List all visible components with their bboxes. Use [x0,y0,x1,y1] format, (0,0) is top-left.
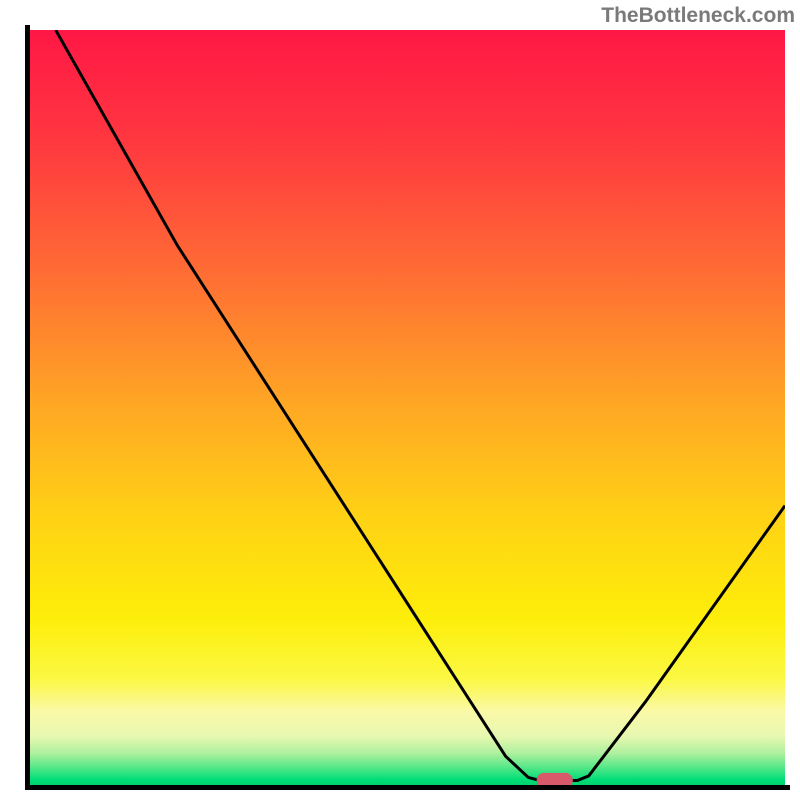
plot-area [30,30,785,785]
watermark-text: TheBottleneck.com [601,4,795,28]
gradient-background [30,30,785,785]
plot-svg [30,30,785,785]
optimal-point-marker [537,773,573,785]
chart-root: TheBottleneck.com [0,0,800,800]
